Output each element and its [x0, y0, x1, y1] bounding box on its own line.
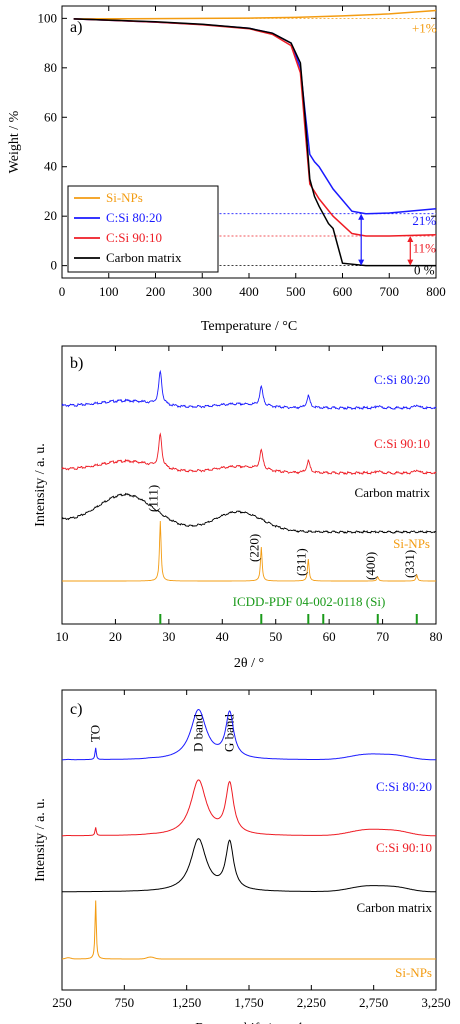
raman-series-label-c-si-80-20: C:Si 80:20 [376, 779, 432, 794]
raman-series-label-si-nps: Si-NPs [395, 965, 432, 980]
xrd-x-tick-label: 60 [323, 629, 336, 644]
xrd-series-label-c-si-80-20: C:Si 80:20 [374, 372, 430, 387]
tga-y-tick-label: 0 [51, 258, 58, 273]
plot-frame [61, 345, 437, 625]
xrd-y-axis-label: Intensity / a. u. [33, 443, 48, 527]
tga-y-tick-label: 60 [44, 109, 57, 124]
tga-annotation-c-si-90-10: 11% [413, 240, 437, 255]
tga-x-tick-label: 800 [426, 284, 446, 299]
tga-x-axis-label: Temperature / °C [201, 319, 297, 334]
xrd-series-c-si-80-20 [61, 369, 437, 411]
raman-x-tick-label: 2,250 [297, 995, 326, 1010]
tga-x-tick-label: 600 [333, 284, 353, 299]
tga-annotation-si-nps: +1% [412, 20, 437, 35]
raman-x-tick-label: 1,250 [172, 995, 201, 1010]
raman-x-tick-label: 3,250 [421, 995, 450, 1010]
panel-a: 0 100 200 300 400 500 600 700 800 0 20 40 60 80 100 Tem… [7, 5, 446, 334]
raman-x-tick-label: 250 [52, 995, 72, 1010]
tga-y-tick-label: 40 [44, 159, 57, 174]
tga-y-tick-label: 20 [44, 208, 57, 223]
xrd-x-tick-label: 70 [376, 629, 389, 644]
panel-b: 10 20 30 40 50 60 70 80 2θ / ° Intensity / a. u. b… [33, 345, 443, 671]
xrd-x-axis-label: 2θ / ° [234, 656, 264, 671]
xrd-x-tick-label: 10 [56, 629, 69, 644]
tga-series-carbon-matrix [73, 18, 436, 267]
tga-x-tick-label: 400 [239, 284, 259, 299]
xrd-peak-label: (311) [293, 548, 308, 576]
tga-arrow-head-up [407, 235, 414, 242]
xrd-series-label-si-nps: Si-NPs [393, 536, 430, 551]
tga-arrow-head-down [407, 259, 414, 266]
xrd-x-tick-label: 30 [162, 629, 175, 644]
tga-panel-label: a) [70, 19, 82, 36]
raman-band-label: D band [191, 714, 206, 752]
raman-x-axis-label: Raman shift / cm⁻¹ [195, 1021, 303, 1024]
raman-series-c-si-80-20 [62, 708, 436, 761]
xrd-series-c-si-90-10 [61, 432, 437, 476]
tga-x-tick-label: 0 [59, 284, 66, 299]
tga-series-c-si-80-20 [73, 18, 437, 215]
tga-legend-label-si-nps: Si-NPs [106, 190, 143, 205]
tga-legend-label-c-si-90-10: C:Si 90:10 [106, 230, 162, 245]
tga-y-tick-label: 100 [38, 10, 58, 25]
xrd-peak-label: (400) [363, 552, 378, 580]
xrd-series-carbon-matrix [61, 492, 437, 534]
tga-annotation-c-si-80-20: 21% [412, 213, 436, 228]
tga-x-tick-label: 300 [193, 284, 213, 299]
tga-legend-label-c-si-80-20: C:Si 80:20 [106, 210, 162, 225]
xrd-x-tick-label: 40 [216, 629, 229, 644]
raman-series-c-si-90-10 [62, 779, 436, 837]
xrd-series-si-nps [62, 520, 436, 582]
raman-x-tick-label: 750 [115, 995, 135, 1010]
raman-band-label: TO [88, 725, 103, 742]
tga-x-tick-label: 200 [146, 284, 166, 299]
raman-x-tick-label: 1,750 [234, 995, 263, 1010]
xrd-x-tick-label: 20 [109, 629, 122, 644]
tga-x-tick-label: 500 [286, 284, 306, 299]
tga-series-si-nps [73, 9, 437, 20]
raman-series-label-carbon-matrix: Carbon matrix [357, 900, 433, 915]
tga-arrow-head-down [358, 259, 365, 266]
xrd-x-tick-label: 50 [269, 629, 282, 644]
xrd-x-tick-label: 80 [430, 629, 443, 644]
panel-c: 250 750 1,250 1,750 2,250 2,750 3,250 Raman shi… [33, 689, 451, 1024]
tga-annotation-carbon-matrix: 0 % [414, 263, 435, 278]
xrd-peak-label: (111) [145, 485, 160, 512]
xrd-peak-label: (220) [246, 534, 261, 562]
raman-series-si-nps [62, 900, 436, 960]
raman-series-label-c-si-90-10: C:Si 90:10 [376, 840, 432, 855]
xrd-series-label-carbon-matrix: Carbon matrix [355, 485, 431, 500]
tga-x-tick-label: 100 [99, 284, 119, 299]
xrd-reference-label: ICDD-PDF 04-002-0118 (Si) [233, 594, 386, 609]
xrd-panel-label: b) [70, 355, 83, 372]
raman-y-axis-label: Intensity / a. u. [33, 798, 48, 882]
raman-series-carbon-matrix [62, 838, 436, 893]
tga-y-tick-label: 80 [44, 60, 57, 75]
xrd-series-label-c-si-90-10: C:Si 90:10 [374, 436, 430, 451]
raman-x-tick-label: 2,750 [359, 995, 388, 1010]
tga-y-axis-label: Weight / % [7, 110, 22, 173]
tga-legend-label-carbon-matrix: Carbon matrix [106, 250, 182, 265]
tga-x-tick-label: 700 [380, 284, 400, 299]
tga-arrow-head-up [358, 213, 365, 220]
xrd-peak-label: (331) [402, 550, 417, 578]
raman-panel-label: c) [70, 701, 82, 718]
